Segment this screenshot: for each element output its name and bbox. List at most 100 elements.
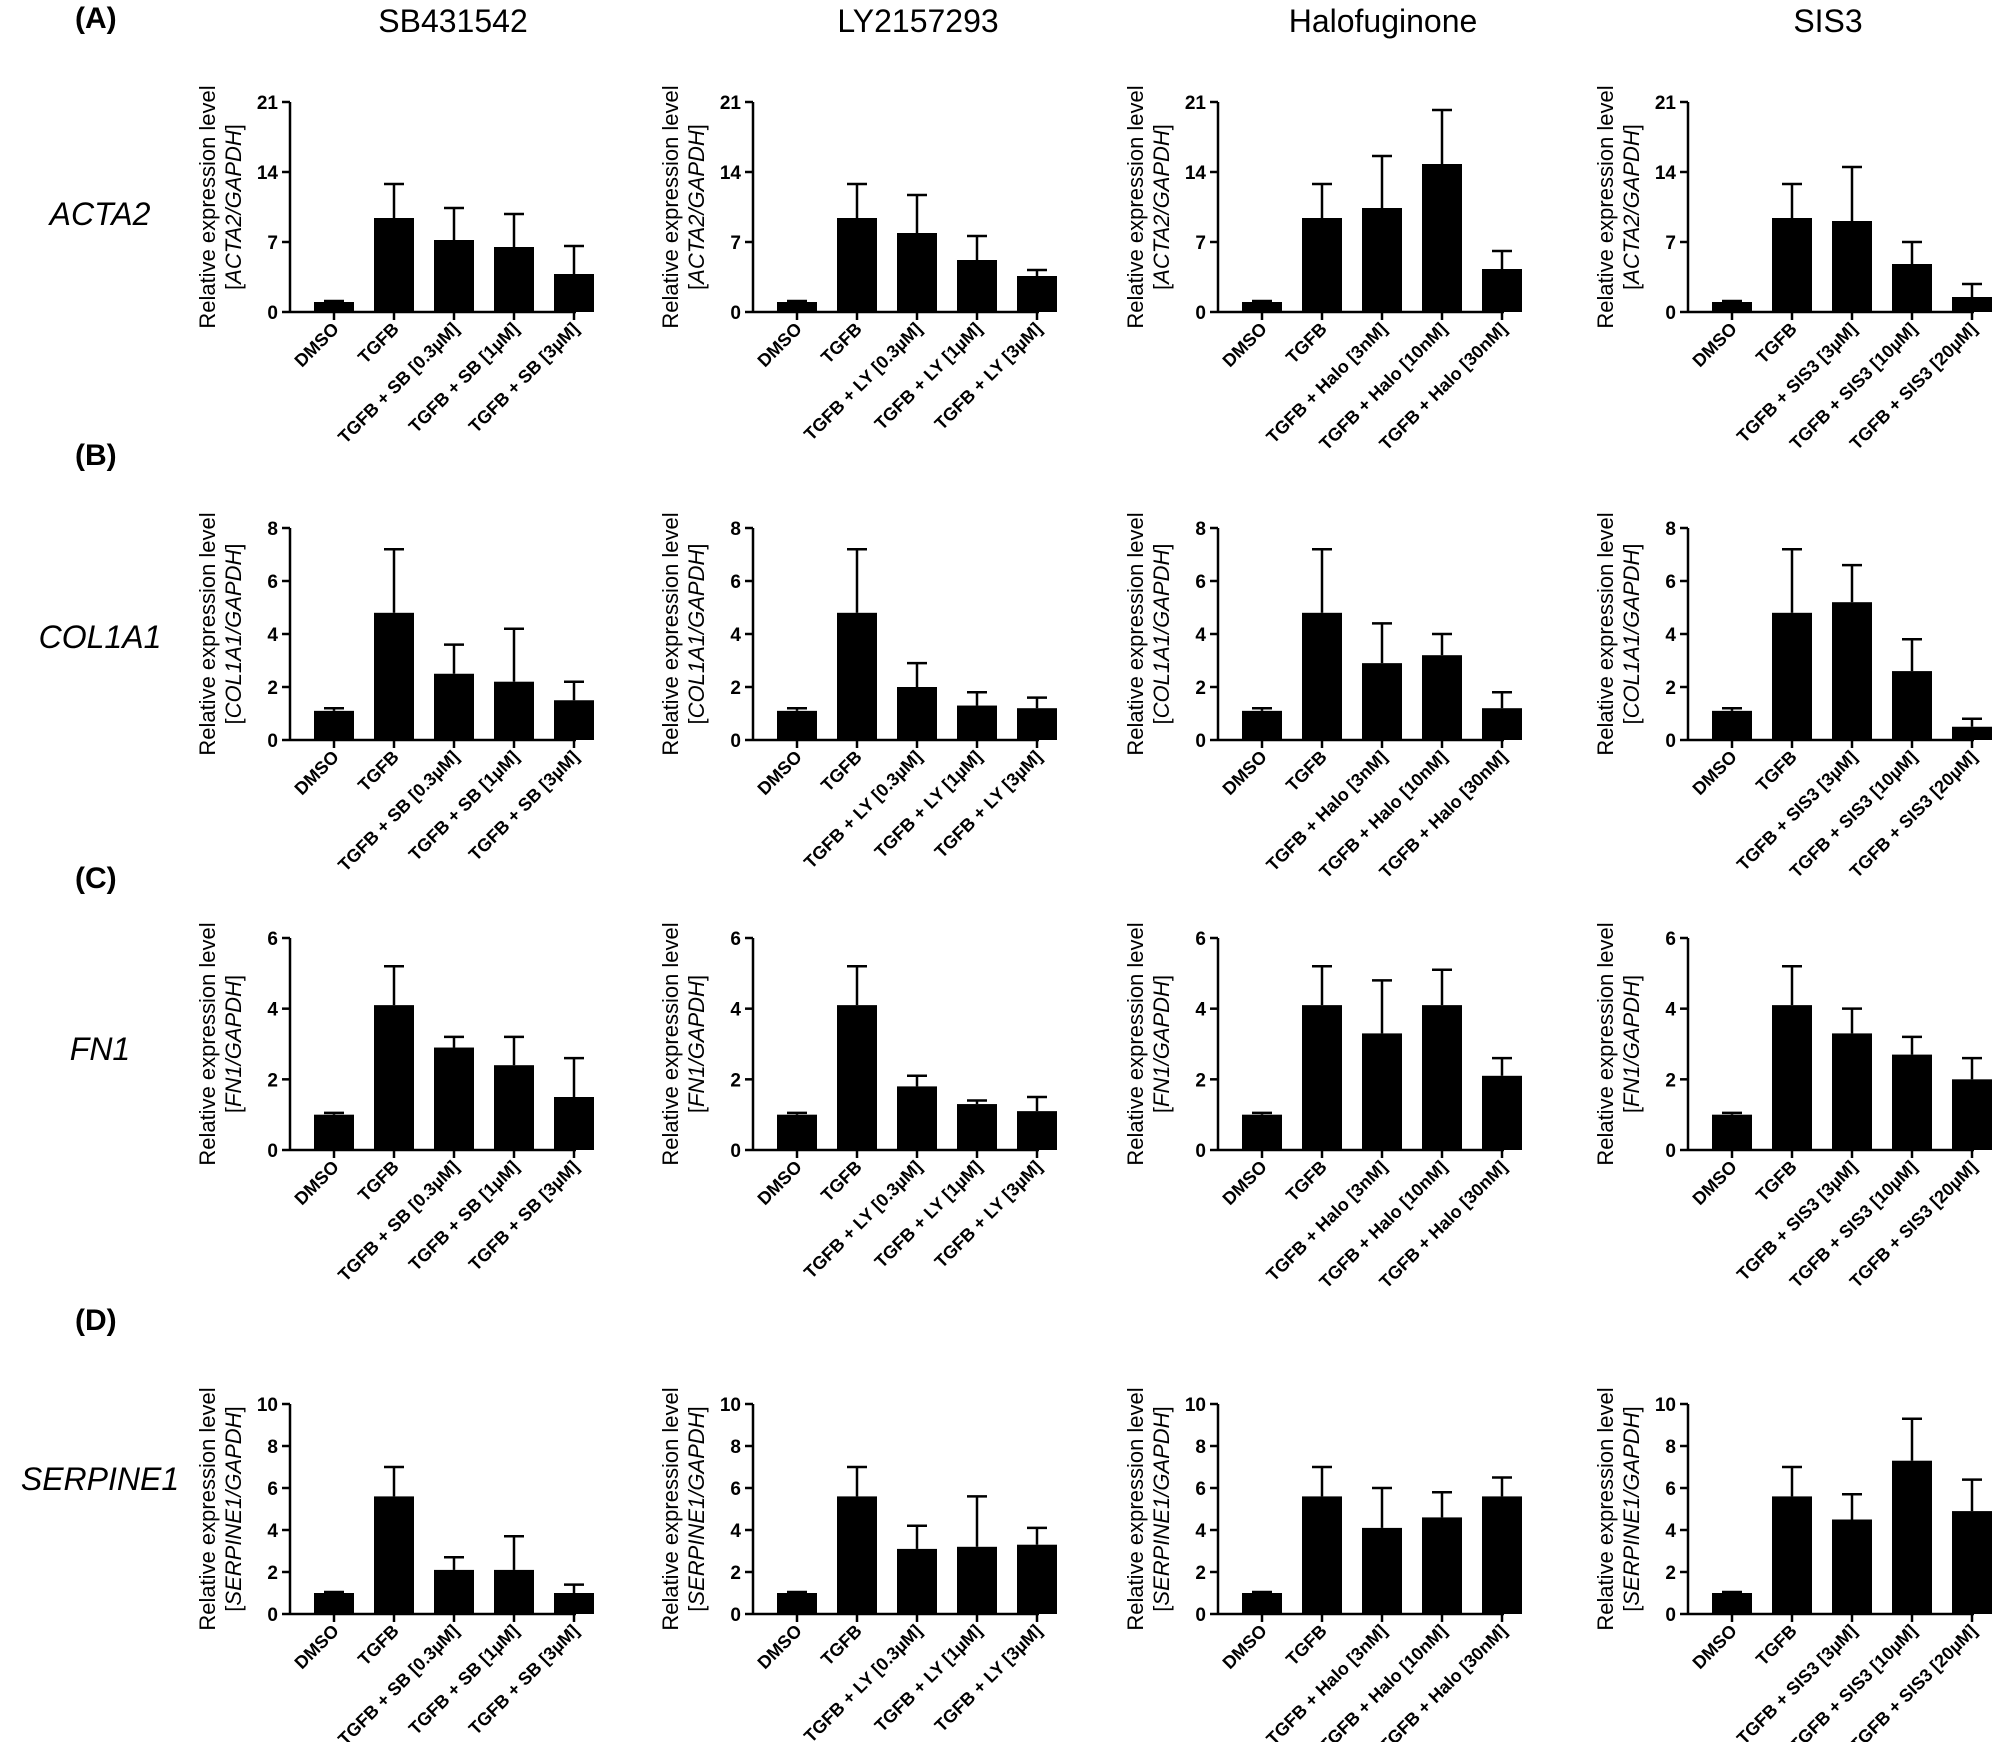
y-axis-label-line2-ratio: FN1/GAPDH bbox=[684, 981, 709, 1107]
x-tick-label: TGFB + SB [1µM] bbox=[405, 319, 523, 437]
bar bbox=[1952, 726, 1992, 740]
y-axis-label: Relative expression level[ACTA2/GAPDH] bbox=[1123, 85, 1174, 328]
y-axis-label-line2-ratio: SERPINE1/GAPDH bbox=[1149, 1412, 1174, 1605]
bar bbox=[314, 302, 354, 312]
y-tick-label: 2 bbox=[730, 1070, 741, 1091]
y-axis-label-line2-close: ] bbox=[1149, 124, 1174, 130]
x-tick-label: TGFB bbox=[1752, 319, 1801, 368]
y-tick-label: 6 bbox=[1665, 929, 1676, 950]
y-tick-label: 0 bbox=[730, 1605, 741, 1626]
bar-chart: 0 2 4 6 8 Relative expression level[COL1A1/GA… bbox=[658, 512, 1057, 872]
bar bbox=[434, 1047, 474, 1150]
bar bbox=[1017, 708, 1057, 740]
x-tick-label: DMSO bbox=[291, 319, 343, 371]
y-axis-label-line2-close: ] bbox=[684, 124, 709, 130]
y-tick-label: 8 bbox=[1665, 519, 1676, 540]
column-title: LY2157293 bbox=[837, 3, 998, 39]
bar bbox=[1482, 1496, 1522, 1614]
y-tick-label: 2 bbox=[730, 1563, 741, 1584]
y-tick-label: 21 bbox=[720, 93, 742, 114]
y-axis-label: Relative expression level[SERPINE1/GAPDH… bbox=[1593, 1387, 1644, 1630]
bar bbox=[1772, 1005, 1812, 1150]
bar-chart: 0 2 4 6 8 Relative expression level[COL1A1/GA… bbox=[195, 512, 594, 875]
bar bbox=[897, 687, 937, 740]
y-axis-label-line2-ratio: COL1A1/GAPDH bbox=[221, 550, 246, 719]
x-tick-label: DMSO bbox=[1219, 1621, 1271, 1673]
y-axis-label-line2-close: ] bbox=[221, 975, 246, 981]
x-tick-label: DMSO bbox=[1689, 1621, 1741, 1673]
bar bbox=[494, 681, 534, 740]
bar bbox=[1422, 1517, 1462, 1614]
bar bbox=[1712, 302, 1752, 312]
y-tick-label: 4 bbox=[1195, 625, 1206, 646]
bar bbox=[554, 700, 594, 740]
y-tick-label: 7 bbox=[267, 233, 278, 254]
bar bbox=[957, 260, 997, 312]
y-tick-label: 21 bbox=[1185, 93, 1207, 114]
y-tick-label: 8 bbox=[1195, 1437, 1206, 1458]
y-axis-label-line2-ratio: FN1/GAPDH bbox=[1149, 981, 1174, 1107]
y-axis-label-line2-open: [ bbox=[1619, 284, 1644, 290]
bar bbox=[1892, 264, 1932, 312]
y-axis-label-line2-close: ] bbox=[221, 124, 246, 130]
y-axis-label-line2-open: [ bbox=[684, 1107, 709, 1113]
y-tick-label: 10 bbox=[257, 1395, 278, 1416]
x-tick-label: TGFB + LY [0.3µM] bbox=[800, 747, 926, 873]
x-tick-label: TGFB + SB [1µM] bbox=[405, 747, 523, 865]
y-tick-label: 8 bbox=[730, 519, 741, 540]
bar-chart: 0 7 14 21 Relative expression level[ACTA2/GA… bbox=[1123, 85, 1522, 454]
y-tick-label: 2 bbox=[267, 1563, 278, 1584]
y-tick-label: 6 bbox=[267, 572, 278, 593]
bar bbox=[1952, 297, 1992, 312]
y-tick-label: 21 bbox=[1655, 93, 1677, 114]
y-axis-label: Relative expression level[COL1A1/GAPDH] bbox=[195, 512, 246, 755]
y-tick-label: 0 bbox=[1195, 1605, 1206, 1626]
bar-chart: 0 7 14 21 Relative expression level[ACTA2/GA… bbox=[1593, 85, 1992, 454]
y-tick-label: 0 bbox=[1195, 731, 1206, 752]
x-tick-label: TGFB + SB [3µM] bbox=[465, 747, 583, 865]
y-tick-label: 4 bbox=[1665, 1000, 1676, 1021]
y-tick-label: 6 bbox=[1665, 572, 1676, 593]
bar bbox=[1712, 1593, 1752, 1614]
y-axis-label-line2-ratio: COL1A1/GAPDH bbox=[1149, 550, 1174, 719]
y-axis-label-line1: Relative expression level bbox=[195, 1387, 220, 1630]
y-tick-label: 6 bbox=[267, 1479, 278, 1500]
bar bbox=[957, 1104, 997, 1150]
y-axis-label-line2-open: [ bbox=[1619, 718, 1644, 724]
y-axis-label-line1: Relative expression level bbox=[1593, 1387, 1618, 1630]
y-axis-label: Relative expression level[FN1/GAPDH] bbox=[658, 922, 709, 1165]
x-tick-label: TGFB + SB [3µM] bbox=[465, 1621, 583, 1739]
y-axis-label-line1: Relative expression level bbox=[658, 1387, 683, 1630]
bar-chart: 0 2 4 6 Relative expression level[FN1/GAPDH]… bbox=[1123, 922, 1522, 1292]
y-axis-label-line1: Relative expression level bbox=[1123, 85, 1148, 328]
y-axis-label-line2-ratio: FN1/GAPDH bbox=[221, 981, 246, 1107]
y-tick-label: 14 bbox=[1655, 163, 1677, 184]
bar bbox=[777, 302, 817, 312]
y-axis-label-line1: Relative expression level bbox=[1593, 512, 1618, 755]
bar bbox=[837, 1005, 877, 1150]
y-tick-label: 0 bbox=[1195, 1141, 1206, 1162]
y-axis-label-line2-open: [ bbox=[684, 1606, 709, 1612]
x-tick-label: TGFB + LY [3µM] bbox=[931, 1621, 1046, 1736]
y-tick-label: 6 bbox=[730, 1479, 741, 1500]
bar bbox=[837, 1496, 877, 1614]
bar-chart: 0 7 14 21 Relative expression level[ACTA2/GA… bbox=[658, 85, 1057, 444]
y-axis-label: Relative expression level[FN1/GAPDH] bbox=[195, 922, 246, 1165]
bar bbox=[1422, 655, 1462, 740]
x-tick-label: TGFB + SB [1µM] bbox=[405, 1621, 523, 1739]
bar bbox=[374, 1005, 414, 1150]
bar bbox=[374, 218, 414, 312]
y-tick-label: 14 bbox=[1185, 163, 1207, 184]
y-tick-label: 4 bbox=[730, 1521, 741, 1542]
y-tick-label: 6 bbox=[267, 929, 278, 950]
x-tick-label: TGFB bbox=[354, 747, 403, 796]
bar bbox=[1302, 218, 1342, 312]
x-tick-label: DMSO bbox=[754, 747, 806, 799]
y-axis-label-line2-close: ] bbox=[1149, 544, 1174, 550]
y-tick-label: 0 bbox=[730, 1141, 741, 1162]
bar bbox=[1242, 1593, 1282, 1614]
y-axis-label-line1: Relative expression level bbox=[195, 922, 220, 1165]
y-axis-label-line1: Relative expression level bbox=[1593, 85, 1618, 328]
y-tick-label: 2 bbox=[1195, 1070, 1206, 1091]
x-tick-label: TGFB bbox=[1752, 747, 1801, 796]
